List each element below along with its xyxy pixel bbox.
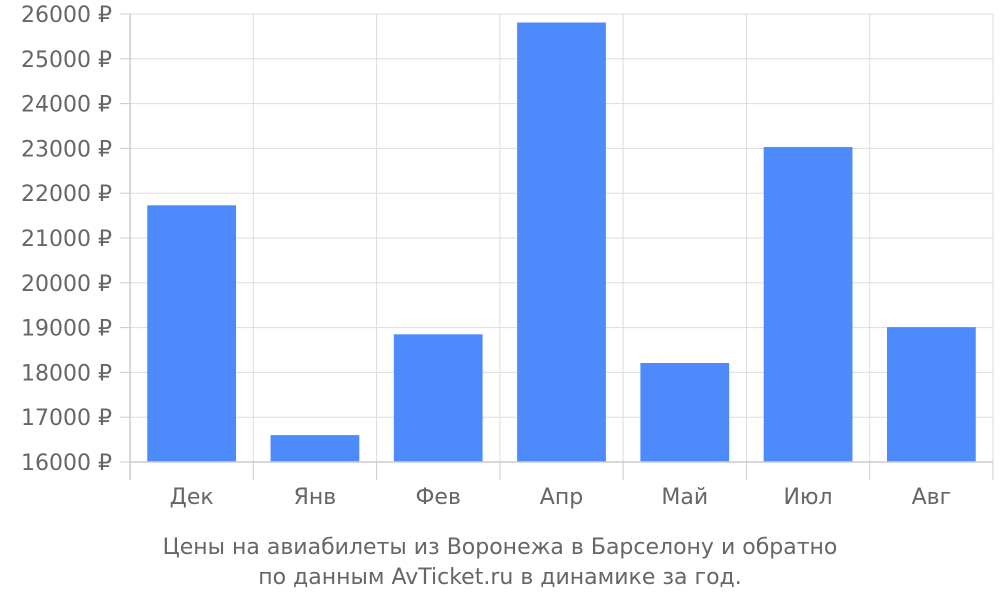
axes [120, 13, 994, 480]
y-tick-label: 17000 ₽ [21, 406, 112, 431]
y-tick-label: 18000 ₽ [21, 361, 112, 386]
y-tick-label: 23000 ₽ [21, 137, 112, 162]
y-tick-label: 24000 ₽ [21, 93, 112, 118]
x-tick-label: Июл [784, 485, 833, 510]
bar-5[interactable] [640, 362, 730, 462]
x-tick-label: Май [661, 485, 708, 510]
x-tick-label: Апр [540, 485, 583, 510]
x-tick-label: Янв [294, 485, 337, 510]
bar-1[interactable] [147, 205, 237, 462]
bar-7[interactable] [886, 327, 976, 462]
bar-4[interactable] [517, 22, 606, 463]
y-tick-label: 20000 ₽ [21, 272, 112, 297]
y-tick-label: 26000 ₽ [21, 3, 112, 28]
y-tick-labels: 16000 ₽ 17000 ₽ 18000 ₽ 19000 ₽ 20000 ₽ 21000… [21, 3, 112, 476]
caption-line-2: по данным AvTicket.ru в динамике за год. [258, 565, 742, 590]
x-tick-label: Авг [912, 485, 952, 510]
bar-chart: 16000 ₽ 17000 ₽ 18000 ₽ 19000 ₽ 20000 ₽ 21000… [21, 3, 994, 510]
x-tick-labels: Дек Янв Фев Апр Май Июл Авг [170, 485, 952, 510]
bar-3[interactable] [393, 334, 483, 462]
caption-line-1: Цены на авиабилеты из Воронежа в Барсело… [162, 535, 838, 560]
bar-2[interactable] [270, 435, 360, 462]
x-tick-label: Фев [415, 485, 460, 510]
y-tick-label: 21000 ₽ [21, 227, 112, 252]
y-tick-label: 25000 ₽ [21, 48, 112, 73]
bar-6[interactable] [763, 147, 853, 462]
y-tick-label: 22000 ₽ [21, 182, 112, 207]
bars [147, 22, 976, 463]
y-tick-label: 16000 ₽ [21, 451, 112, 476]
y-tick-label: 19000 ₽ [21, 317, 112, 342]
x-tick-label: Дек [170, 485, 214, 510]
